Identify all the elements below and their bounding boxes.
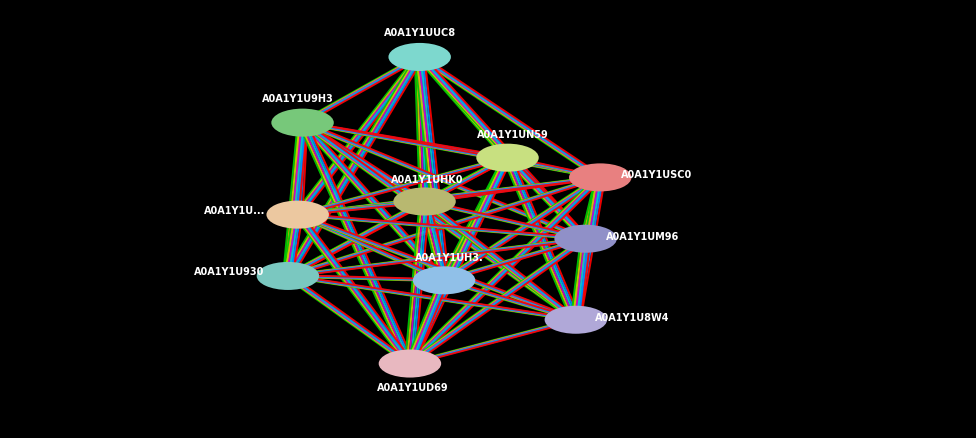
- Text: A0A1Y1USC0: A0A1Y1USC0: [621, 170, 693, 180]
- Text: A0A1Y1UN59: A0A1Y1UN59: [476, 130, 549, 140]
- Text: A0A1Y1U...: A0A1Y1U...: [204, 206, 264, 216]
- Text: A0A1Y1U8W4: A0A1Y1U8W4: [595, 313, 670, 322]
- Circle shape: [388, 43, 451, 71]
- Circle shape: [257, 262, 319, 290]
- Text: A0A1Y1UD69: A0A1Y1UD69: [377, 383, 449, 392]
- Circle shape: [554, 225, 617, 253]
- Text: A0A1Y1UUC8: A0A1Y1UUC8: [384, 28, 456, 38]
- Circle shape: [266, 201, 329, 229]
- Circle shape: [476, 144, 539, 172]
- Text: A0A1Y1UM96: A0A1Y1UM96: [605, 232, 679, 241]
- Circle shape: [413, 266, 475, 294]
- Circle shape: [569, 163, 631, 191]
- Text: A0A1Y1U9H3: A0A1Y1U9H3: [262, 94, 334, 103]
- Circle shape: [271, 109, 334, 137]
- Circle shape: [545, 306, 607, 334]
- Circle shape: [379, 350, 441, 378]
- Circle shape: [393, 187, 456, 215]
- Text: A0A1Y1UHK0: A0A1Y1UHK0: [391, 175, 464, 184]
- Text: A0A1Y1UH3.: A0A1Y1UH3.: [415, 254, 483, 263]
- Text: A0A1Y1U930: A0A1Y1U930: [194, 268, 264, 277]
